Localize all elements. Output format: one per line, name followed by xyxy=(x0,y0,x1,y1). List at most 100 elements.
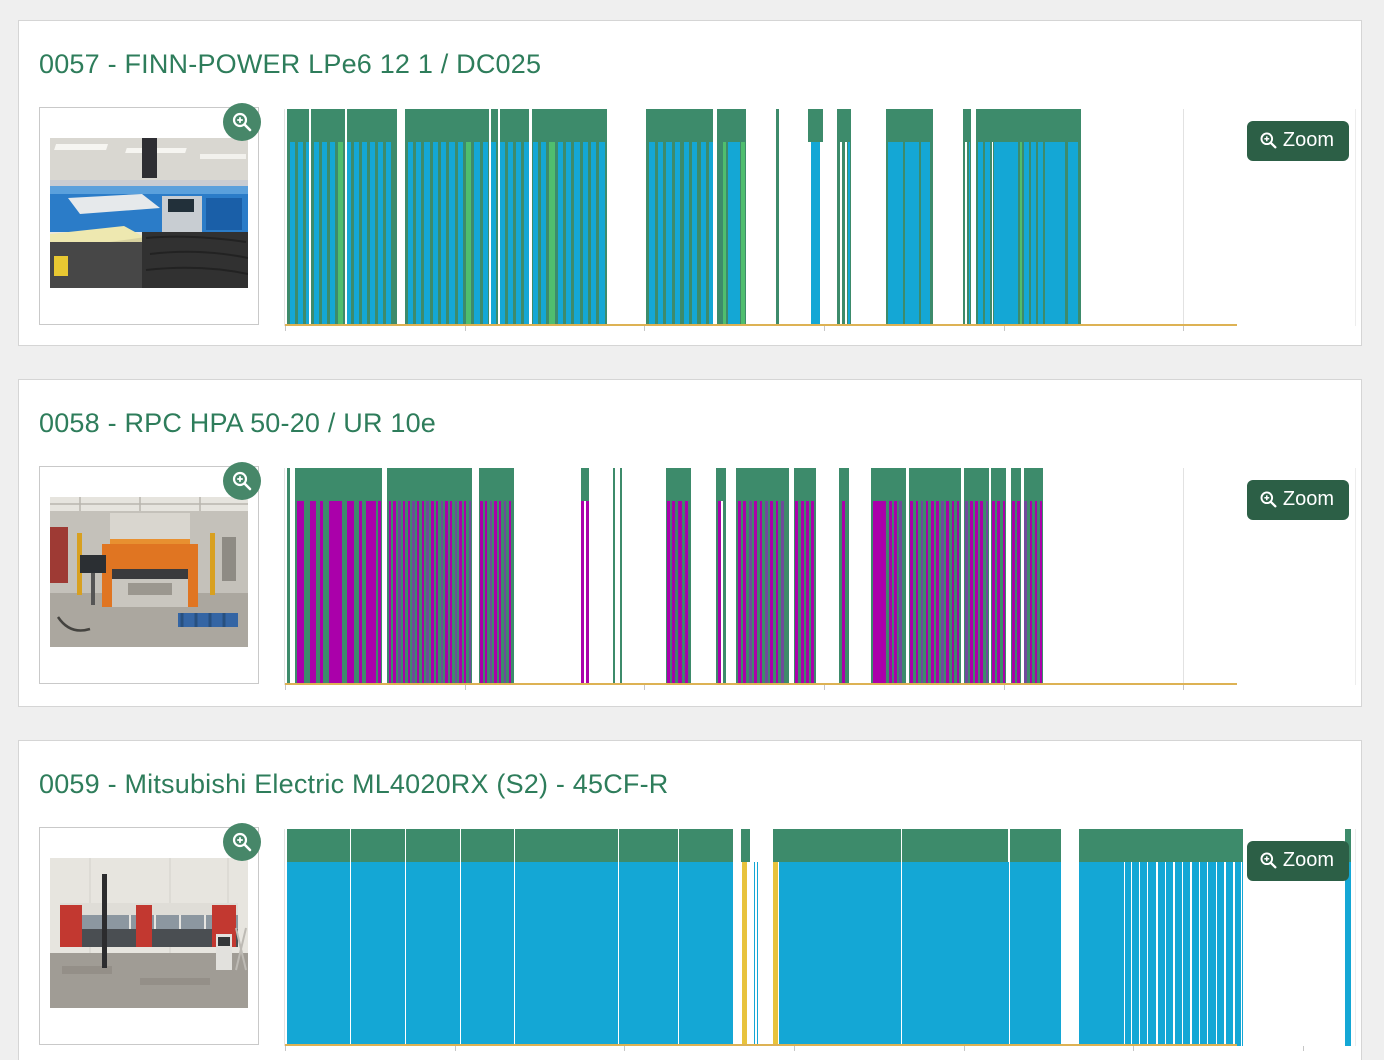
status-bar xyxy=(700,141,707,326)
status-bar xyxy=(582,141,589,326)
zoom-button[interactable]: Zoom xyxy=(1246,841,1349,881)
zoom-button[interactable]: Zoom xyxy=(1246,121,1349,161)
status-bar xyxy=(779,861,901,1046)
status-bar xyxy=(754,861,756,1046)
status-bar xyxy=(417,500,420,685)
status-bar xyxy=(1131,861,1133,1046)
status-bar xyxy=(925,500,929,685)
top-band-segment xyxy=(531,109,608,142)
top-band-segment xyxy=(1009,829,1061,862)
x-axis-tick xyxy=(644,326,646,331)
status-bar xyxy=(991,141,994,326)
status-bar xyxy=(346,500,354,685)
status-bar xyxy=(1233,861,1235,1046)
machine-photo-finn-power xyxy=(50,138,248,288)
status-bar xyxy=(566,141,572,326)
x-axis-tick xyxy=(285,685,286,690)
zoom-button[interactable]: Zoom xyxy=(1246,480,1349,520)
top-band-segment xyxy=(808,109,823,142)
status-bar xyxy=(1224,861,1226,1046)
status-bar xyxy=(743,500,747,685)
top-band-segment xyxy=(717,109,747,142)
top-band-segment xyxy=(990,468,1006,501)
status-bar xyxy=(728,141,741,326)
status-bar xyxy=(887,141,903,326)
status-bar xyxy=(997,500,1000,685)
x-axis-line xyxy=(285,683,1238,685)
top-band-segment xyxy=(1010,468,1021,501)
machine-thumbnail[interactable] xyxy=(39,823,261,1045)
top-band-segment xyxy=(975,109,1081,142)
status-bar xyxy=(1034,500,1038,685)
status-bar xyxy=(723,141,727,326)
top-band-segment xyxy=(646,109,714,142)
top-band-segment xyxy=(838,468,849,501)
status-bar xyxy=(516,141,522,326)
status-bar xyxy=(460,861,514,1046)
chart-gridline xyxy=(1183,468,1185,685)
status-bar xyxy=(514,861,567,1046)
top-band-segment xyxy=(514,829,567,862)
status-timeline-chart-0057 xyxy=(284,109,1356,331)
top-band-segment xyxy=(620,468,623,501)
top-band-segment xyxy=(963,468,989,501)
status-bar xyxy=(748,500,752,685)
status-bar xyxy=(666,141,672,326)
status-bar xyxy=(370,141,375,326)
status-bar xyxy=(297,141,303,326)
status-bar xyxy=(1181,861,1183,1046)
status-bar xyxy=(313,141,319,326)
status-bar xyxy=(1173,861,1175,1046)
status-bar xyxy=(915,500,919,685)
x-axis-tick xyxy=(823,326,825,331)
top-band-segment xyxy=(1078,829,1244,862)
status-bar xyxy=(905,500,909,685)
status-bar xyxy=(899,500,902,685)
zoom-in-icon[interactable] xyxy=(223,823,261,861)
status-bar xyxy=(503,500,507,685)
status-bar xyxy=(393,500,396,685)
top-band-segment xyxy=(773,829,901,862)
status-bar xyxy=(574,141,580,326)
top-band-segment xyxy=(837,109,851,142)
status-bar xyxy=(424,141,430,326)
status-bar xyxy=(549,141,555,326)
machine-thumbnail[interactable] xyxy=(39,462,261,684)
x-axis-tick xyxy=(1303,1046,1305,1051)
status-bar xyxy=(984,141,990,326)
status-bar xyxy=(377,500,381,685)
status-bar xyxy=(309,500,316,685)
status-bar xyxy=(528,141,532,326)
x-axis-tick xyxy=(624,1046,626,1051)
status-bar xyxy=(289,141,295,326)
zoom-in-icon[interactable] xyxy=(223,103,261,141)
status-bar xyxy=(345,141,351,326)
page-title: 0059 - Mitsubishi Electric ML4020RX (S2)… xyxy=(39,769,669,799)
status-bar xyxy=(904,141,919,326)
status-bar xyxy=(354,141,359,326)
status-bar xyxy=(649,141,655,326)
status-bar xyxy=(964,500,968,685)
status-bar xyxy=(305,141,311,326)
status-bar xyxy=(287,500,291,685)
status-bar xyxy=(988,500,991,685)
top-band-segment xyxy=(287,829,350,862)
x-axis-tick xyxy=(464,326,466,331)
x-axis-tick xyxy=(464,685,466,690)
status-bar xyxy=(494,500,497,685)
x-axis-tick xyxy=(1133,1046,1135,1051)
machine-thumbnail[interactable] xyxy=(39,103,261,325)
status-bar xyxy=(465,141,472,326)
x-axis-tick xyxy=(1183,685,1185,690)
machine-panel-0059: 0059 - Mitsubishi Electric ML4020RX (S2)… xyxy=(18,740,1362,1060)
status-bar xyxy=(810,141,820,326)
status-bar xyxy=(482,141,488,326)
status-bar xyxy=(386,141,391,326)
machine-photo-rpc xyxy=(50,497,248,647)
top-band-segment xyxy=(350,829,405,862)
status-bar xyxy=(398,500,401,685)
status-bar xyxy=(404,141,608,326)
x-axis-tick xyxy=(454,1046,456,1051)
zoom-in-icon[interactable] xyxy=(223,462,261,500)
status-bar xyxy=(1164,861,1166,1046)
